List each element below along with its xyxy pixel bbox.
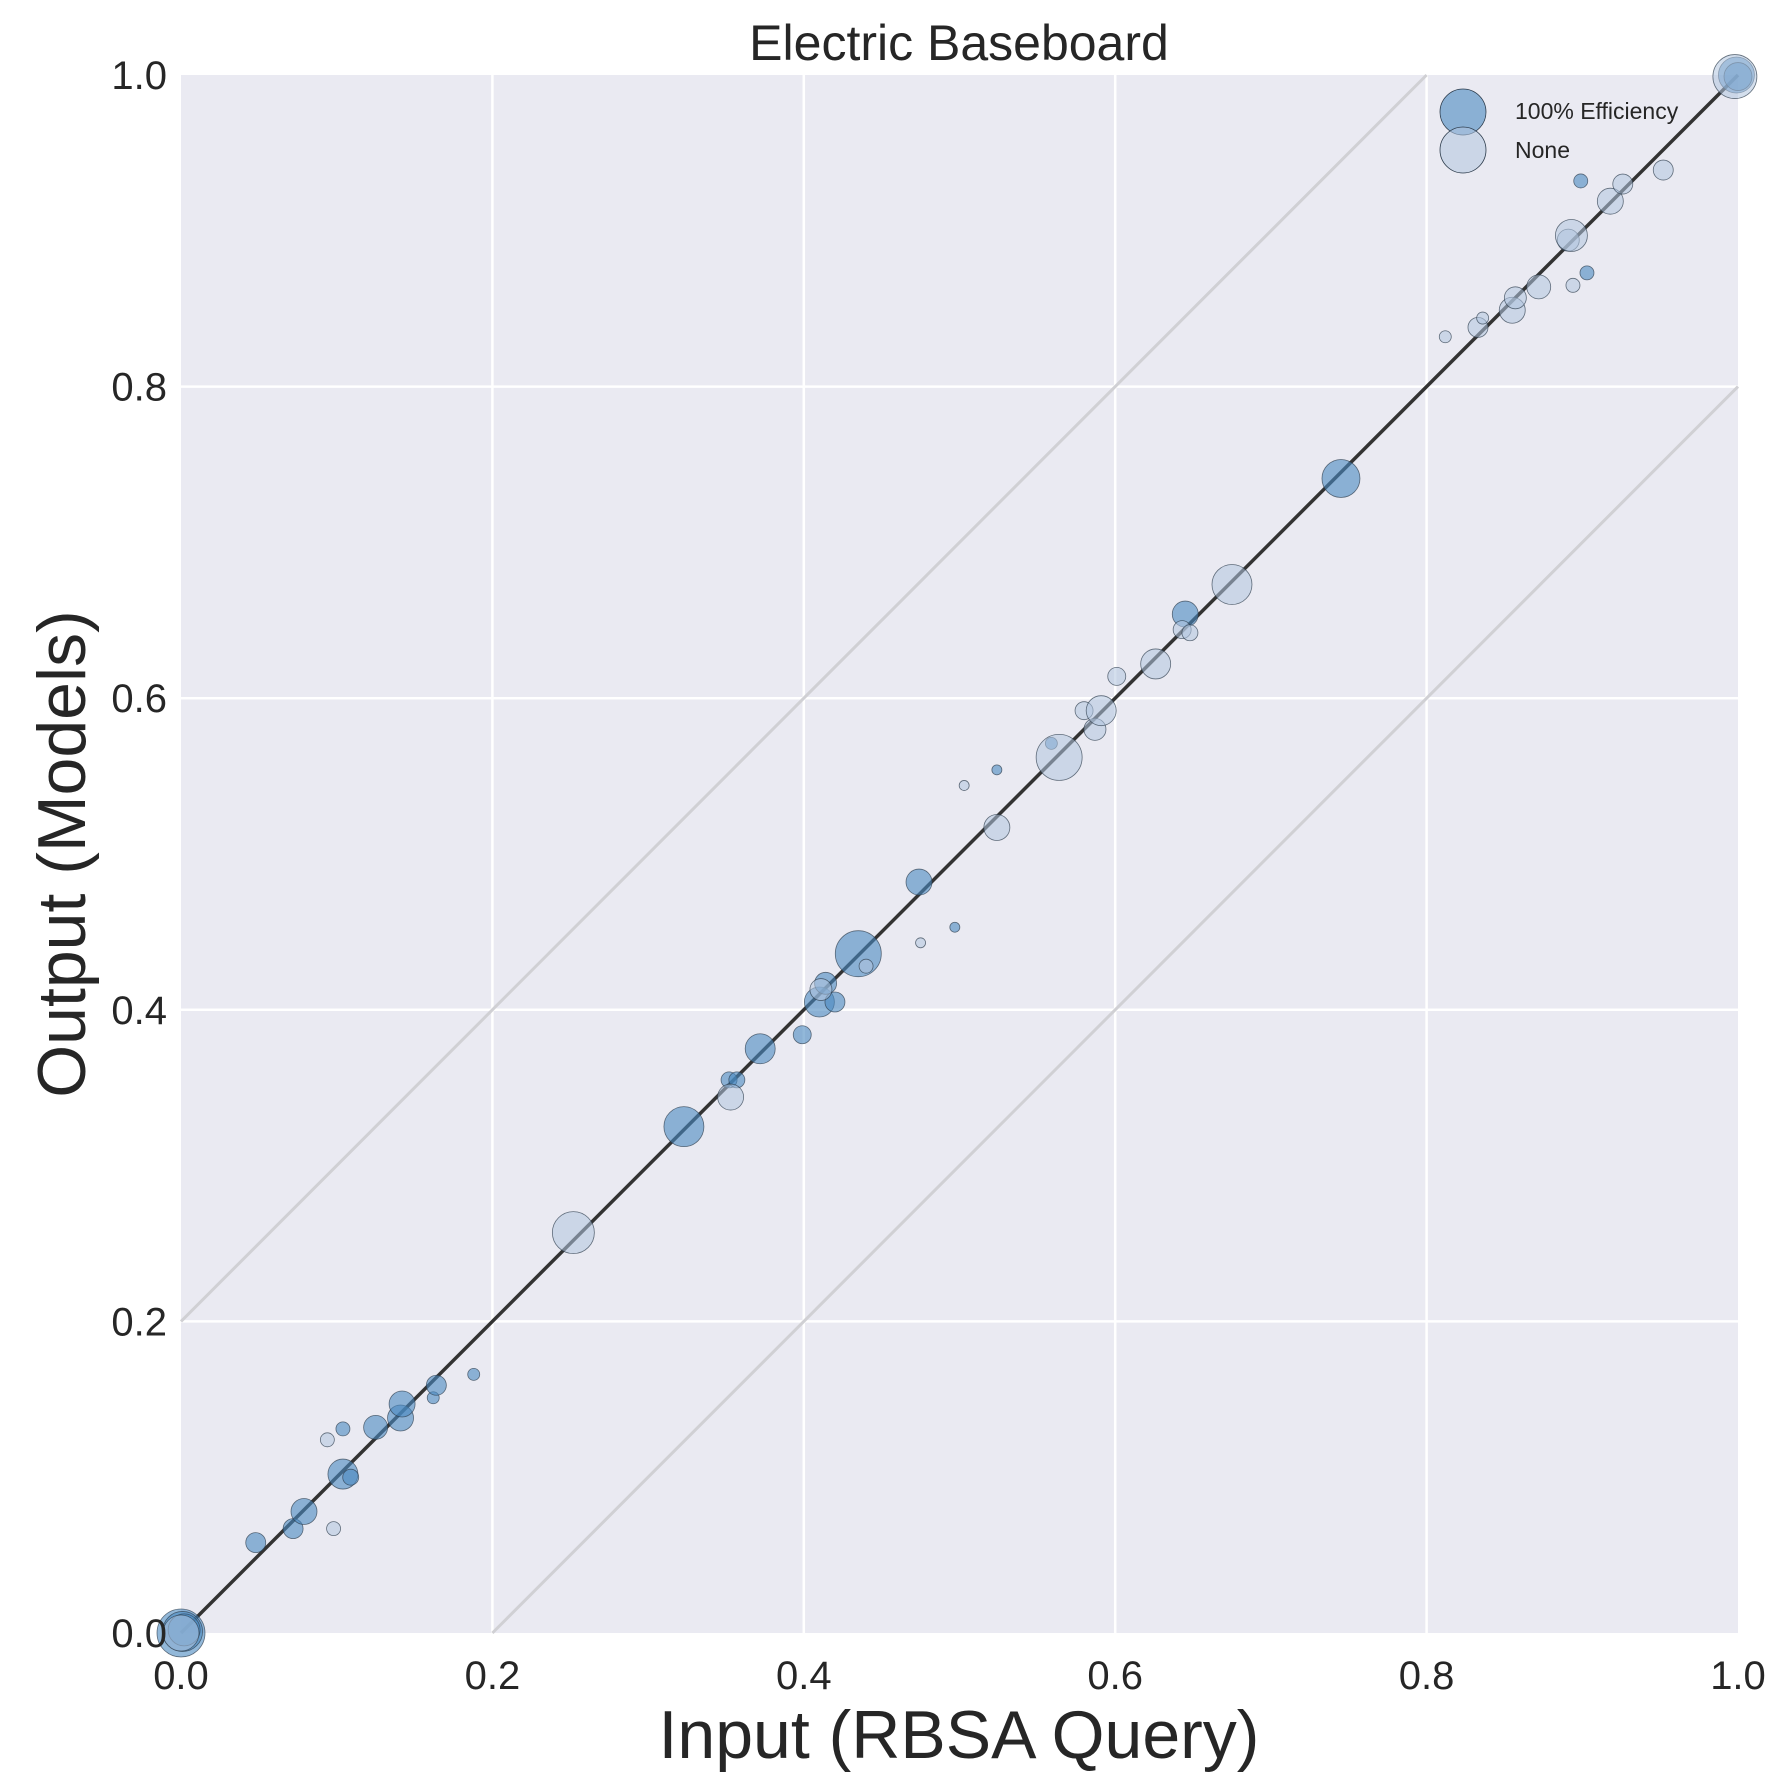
point-none xyxy=(858,958,874,974)
x-tick-label: 0.4 xyxy=(776,1654,832,1698)
point-none xyxy=(983,814,1011,841)
point-100-efficiency xyxy=(425,1374,447,1396)
band-line xyxy=(491,385,1740,1635)
legend: 100% Efficiency None xyxy=(1439,88,1679,174)
point-100-efficiency xyxy=(905,868,933,896)
point-100-efficiency xyxy=(949,921,961,933)
y-tick-label: 0.4 xyxy=(111,989,167,1033)
point-none xyxy=(1526,274,1552,300)
point-100-efficiency xyxy=(290,1498,318,1525)
band-line xyxy=(179,73,1428,1323)
legend-label-none: None xyxy=(1515,137,1570,163)
point-none xyxy=(162,1614,200,1652)
x-axis-label: Input (RBSA Query) xyxy=(659,1697,1260,1773)
x-tick-label: 1.0 xyxy=(1710,1654,1766,1698)
point-none xyxy=(1596,187,1624,215)
grid-lines xyxy=(181,75,1738,1633)
x-tick-label: 0.0 xyxy=(153,1654,209,1698)
point-100-efficiency xyxy=(1321,459,1361,498)
point-100-efficiency xyxy=(792,1025,812,1045)
point-100-efficiency xyxy=(1579,265,1595,281)
y-tick-label: 1.0 xyxy=(111,54,167,98)
point-100-efficiency xyxy=(744,1033,776,1065)
point-100-efficiency xyxy=(663,1106,705,1148)
point-none xyxy=(1140,648,1172,680)
point-none xyxy=(551,1211,595,1254)
point-none xyxy=(717,1083,745,1111)
y-axis-label: Output (Models) xyxy=(24,610,100,1098)
point-none xyxy=(1035,734,1083,781)
point-none xyxy=(1503,286,1527,310)
point-100-efficiency xyxy=(245,1532,267,1554)
point-none xyxy=(1211,564,1253,605)
y-tick-label: 0.6 xyxy=(111,677,167,721)
point-none xyxy=(1107,666,1127,686)
point-100-efficiency xyxy=(335,1421,351,1437)
x-tick-label: 0.6 xyxy=(1087,1654,1143,1698)
point-none xyxy=(1612,173,1634,195)
point-none xyxy=(809,978,833,1001)
point-100-efficiency xyxy=(342,1468,360,1486)
y-tick-label: 0.8 xyxy=(111,366,167,410)
y-tick-label: 0.0 xyxy=(111,1612,167,1656)
point-none xyxy=(1712,54,1758,99)
legend-marker-none xyxy=(1439,126,1487,174)
point-none xyxy=(958,780,970,791)
data-points xyxy=(156,54,1758,1658)
point-none xyxy=(1565,277,1581,293)
point-none xyxy=(1181,624,1199,642)
y-tick-label: 0.2 xyxy=(111,1300,167,1344)
point-100-efficiency xyxy=(1573,173,1589,189)
chart-title: Electric Baseboard xyxy=(749,15,1169,71)
tick-labels: 0.0 0.2 0.4 0.6 0.8 1.0 0.0 0.2 0.4 0.6 0.8 1.0 xyxy=(111,54,1765,1698)
point-none xyxy=(1085,695,1117,727)
point-100-efficiency xyxy=(824,991,846,1013)
point-none xyxy=(1476,311,1490,325)
point-100-efficiency xyxy=(991,764,1003,776)
point-100-efficiency xyxy=(363,1414,389,1440)
legend-label-100-efficiency: 100% Efficiency xyxy=(1515,98,1679,124)
point-100-efficiency xyxy=(388,1390,416,1418)
point-none xyxy=(915,937,926,949)
point-none xyxy=(1555,219,1588,252)
point-100-efficiency xyxy=(467,1367,481,1381)
point-none xyxy=(319,1432,335,1448)
x-tick-label: 0.8 xyxy=(1399,1654,1455,1698)
point-none xyxy=(326,1521,341,1537)
point-none xyxy=(1438,330,1452,344)
point-none xyxy=(1652,159,1674,181)
point-100-efficiency xyxy=(834,930,882,978)
x-tick-label: 0.2 xyxy=(465,1654,521,1698)
